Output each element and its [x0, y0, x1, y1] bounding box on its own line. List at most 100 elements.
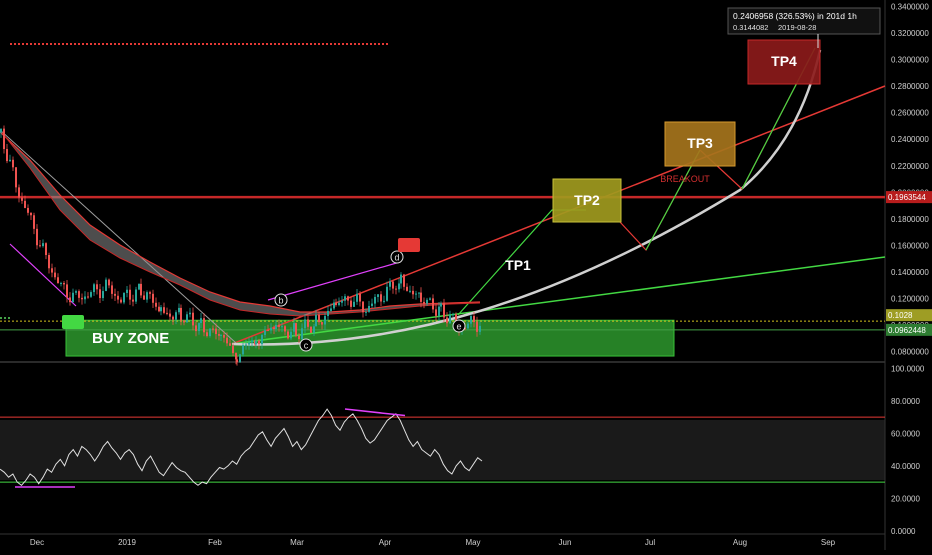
- parabolic-curve: [231, 49, 822, 346]
- candle-body: [102, 291, 104, 299]
- candle-body: [368, 305, 370, 312]
- time-tick-label: 2019: [118, 538, 136, 547]
- candle-body: [123, 292, 125, 303]
- candle-body: [470, 316, 472, 324]
- candle-body: [435, 309, 437, 316]
- tp3-target-box: [664, 121, 736, 167]
- price-tag-label: 0.0962448: [888, 326, 926, 335]
- candle-body: [304, 319, 306, 329]
- path-tp2-to-tp3: [645, 149, 701, 251]
- candle-body: [389, 281, 391, 287]
- candle-body: [18, 187, 20, 198]
- candle-body: [440, 303, 442, 307]
- candle-body: [226, 337, 228, 344]
- candle-body: [356, 293, 358, 302]
- candle-body: [149, 292, 151, 294]
- candle-body: [78, 291, 80, 298]
- candle-body: [383, 300, 385, 302]
- candle-body: [99, 289, 101, 299]
- candle-body: [333, 302, 335, 309]
- candle-body: [455, 314, 457, 325]
- rsi-divergence-high: [344, 408, 406, 417]
- price-tag-box: [886, 323, 932, 336]
- candle-body: [380, 294, 382, 302]
- candle-body: [426, 299, 428, 304]
- candle-body: [251, 340, 253, 343]
- candle-body: [186, 314, 188, 323]
- candle-body: [258, 340, 260, 345]
- candle-body: [189, 312, 191, 315]
- candle-body: [155, 302, 157, 307]
- rising-support-trendline: [231, 256, 886, 345]
- candle-body: [54, 272, 56, 278]
- candle-body: [69, 297, 71, 303]
- candle-body: [42, 243, 44, 247]
- candle-body: [3, 128, 5, 150]
- candle-body: [353, 301, 355, 307]
- candle-body: [301, 328, 303, 340]
- rsi-band-fill: [0, 420, 885, 480]
- candle-body: [400, 274, 402, 284]
- oscillator-layer: [0, 408, 885, 488]
- candle-body: [307, 319, 309, 327]
- price-tick-label: 0.2200000: [891, 162, 929, 171]
- price-tag-label: 0.1963544: [888, 193, 926, 202]
- time-tick-label: Mar: [290, 538, 304, 547]
- tp3-label: TP3: [687, 135, 713, 151]
- candle-body: [365, 311, 367, 313]
- time-tick-label: Jul: [645, 538, 655, 547]
- candle-body: [172, 316, 174, 320]
- candle-body: [45, 243, 47, 256]
- candle-body: [330, 308, 332, 311]
- tp4-label: TP4: [771, 53, 797, 69]
- oscillator-tick-label: 20.0000: [891, 494, 920, 503]
- candle-body: [24, 200, 26, 208]
- candle-body: [315, 314, 317, 327]
- descending-trendline: [0, 129, 237, 344]
- candle-body: [318, 314, 320, 323]
- candle-body: [178, 307, 180, 313]
- candle-body: [140, 283, 142, 296]
- candle-body: [347, 296, 349, 301]
- time-tick-label: Aug: [733, 538, 747, 547]
- candle-body: [232, 345, 234, 354]
- time-tick-label: May: [465, 538, 480, 547]
- breakout-label: BREAKOUT: [660, 174, 710, 184]
- candle-body: [236, 359, 238, 363]
- tp4-target-box: [747, 39, 821, 85]
- drawing-layer: [0, 39, 886, 357]
- candle-body: [108, 279, 110, 286]
- candle-body: [420, 292, 422, 302]
- price-tick-label: 0.2800000: [891, 82, 929, 91]
- price-tag-label: 0.1028: [888, 311, 913, 320]
- buy-zone-label: BUY ZONE: [92, 330, 169, 347]
- price-tick-label: 0.3400000: [891, 3, 929, 12]
- price-tick-label: 0.1200000: [891, 294, 929, 303]
- candle-body: [27, 207, 29, 213]
- candle-body: [15, 167, 17, 188]
- candle-body: [138, 283, 140, 290]
- measure-line-3: 2019-08-28: [778, 23, 816, 32]
- candle-body: [36, 228, 38, 246]
- candle-body: [166, 312, 168, 314]
- candle-body: [229, 343, 231, 346]
- candle-body: [293, 323, 295, 332]
- candle-body: [163, 307, 165, 313]
- wave-label-b: b: [278, 296, 283, 306]
- candle-body: [278, 324, 280, 327]
- candle-body: [30, 212, 32, 216]
- measure-line-1: 0.2406958 (326.53%) in 201d 1h: [733, 11, 857, 21]
- candle-body: [160, 307, 162, 312]
- candle-body: [12, 159, 14, 168]
- annotation-layer: BUY ZONE TP2 TP3 TP4 TP1 BREAKOUT b c d e 0.240695…: [62, 7, 881, 352]
- candle-body: [72, 292, 74, 303]
- rsi-line: [0, 408, 483, 486]
- candle-body: [21, 197, 23, 201]
- time-tick-label: Apr: [379, 538, 392, 547]
- candle-body: [398, 283, 400, 290]
- candle-body: [143, 295, 145, 300]
- candle-body: [409, 290, 411, 292]
- candle-body: [255, 340, 257, 345]
- candle-body: [223, 334, 225, 338]
- candle-body: [158, 306, 160, 312]
